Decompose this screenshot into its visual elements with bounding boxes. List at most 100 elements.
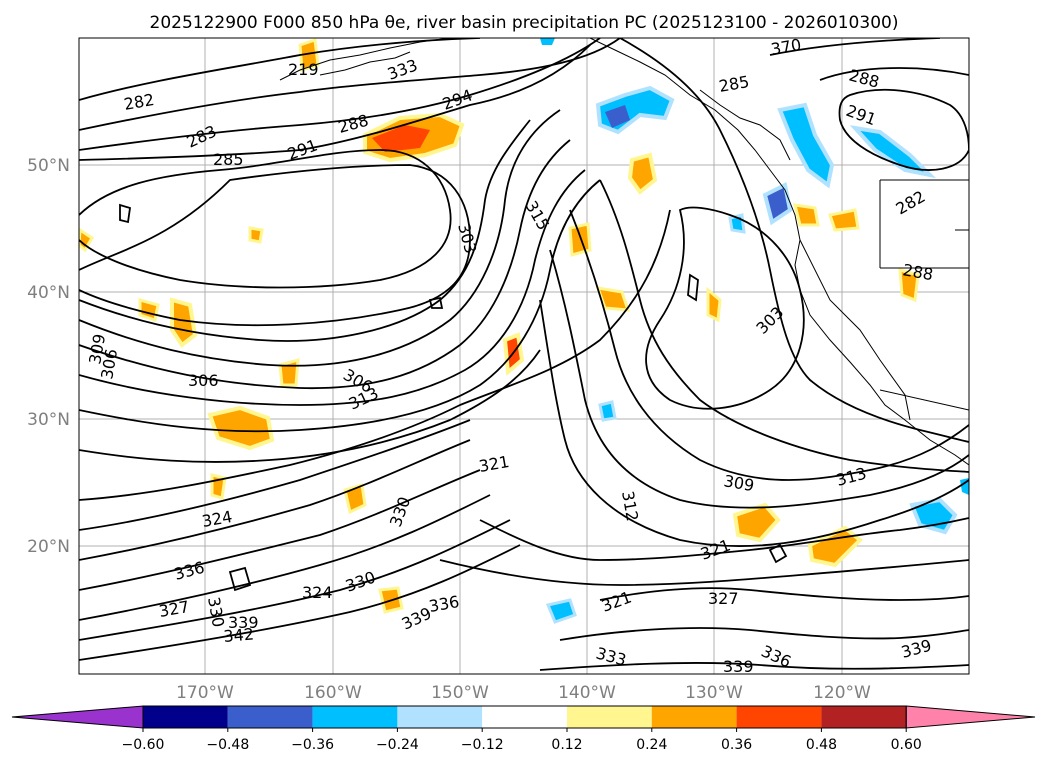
contour-line [619,38,969,443]
colorbar-segment [397,706,483,728]
strong-positive-anomaly-patch [372,125,430,152]
us-mexico-border [879,389,969,411]
contour-line [79,544,521,661]
contour-line [559,627,969,641]
contour-line [79,149,452,289]
contour-line [79,519,511,641]
map-panel: 219 282 283 285 288 291 294 303 315 285 … [27,35,970,703]
contour-line [79,169,586,406]
negative-anomaly-patch [545,598,577,624]
lon-label-150w: 150°W [431,683,489,703]
map-frame [78,37,970,675]
colorbar-tick-label: −0.12 [461,737,504,753]
positive-anomaly-patch [627,152,658,195]
positive-anomaly-patch [828,208,860,232]
colorbar-segment [736,706,822,728]
lon-label-160w: 160°W [304,683,362,703]
lon-label-140w: 140°W [558,683,616,703]
colorbar-segment [482,706,567,728]
contour-line [687,273,699,302]
contour-line [479,517,969,561]
contour-label: 285 [213,150,244,169]
contour-line [539,299,969,547]
contour-label: 219 [288,60,319,79]
contour-line [79,179,601,433]
contour-line [79,469,481,591]
alaska-peninsula [319,51,411,76]
lat-label-50n: 50°N [27,156,70,176]
positive-anomaly-patch [248,226,264,244]
contour-line [79,38,601,151]
colorbar-frame [142,705,907,729]
lat-label-30n: 30°N [27,410,70,430]
contour-label: 339 [723,657,754,676]
contour-line [79,139,571,390]
contour-line [79,164,471,327]
colorbar-tick-label: 0.12 [551,737,582,753]
contour-label: 342 [223,624,255,646]
contour-line [79,119,531,342]
precip-pc-shading [79,38,969,624]
positive-anomaly-patch [170,297,198,348]
colorbar-segment [143,706,228,728]
positive-anomaly-patch [138,298,160,322]
contour-line [119,203,132,224]
colorbar-segment [567,706,652,728]
contour-line [769,38,941,56]
contour-line [599,179,969,473]
negative-anomaly-patch [540,38,555,45]
contour-line [439,559,969,586]
theta-e-contours [79,38,969,671]
contour-line [79,109,561,367]
negative-anomaly-patch [849,125,937,179]
strong-negative-anomaly-patch [762,182,793,226]
contour-line [79,419,471,531]
figure-title: 2025122900 F000 850 hPa θe, river basin … [150,13,899,33]
colorbar-tick-label: −0.36 [291,737,334,753]
positive-anomaly-patch [706,286,722,323]
lon-label-170w: 170°W [176,683,234,703]
negative-anomaly-patch [777,102,835,189]
colorbar-tick-label: −0.60 [122,737,165,753]
contour-line [79,44,591,161]
colorbar-segment [227,706,313,728]
lat-label-20n: 20°N [27,537,70,557]
contour-line [838,88,969,171]
contour-label: 327 [708,589,739,608]
negative-anomaly-patch [598,400,617,422]
positive-anomaly-patch [298,38,320,72]
contour-label: 370 [769,35,802,59]
lon-label-130w: 130°W [685,683,743,703]
coastlines [279,38,969,466]
lat-label-40n: 40°N [27,283,70,303]
contour-line [428,296,444,309]
lon-label-120w: 120°W [813,683,871,703]
colorbar-tick-label: −0.24 [376,737,419,753]
baja-coast [799,239,911,421]
contour-line [79,209,671,501]
positive-anomaly-patch [343,483,367,515]
contour-line [645,206,805,410]
colorbar-tick-label: 0.60 [891,737,922,753]
contour-line [539,662,969,671]
positive-anomaly-patch [792,203,820,227]
colorbar-tick-label: 0.48 [806,737,837,753]
contour-line [79,439,471,561]
colorbar-segment [651,706,737,728]
positive-anomaly-patch [568,222,592,257]
positive-anomaly-patch [595,286,631,312]
colorbar-tick-label: 0.24 [636,737,667,753]
colorbar: −0.60 −0.48 −0.36 −0.24 −0.12 0.12 0.24 0.36 0.4… [11,705,1036,753]
positive-anomaly-patch [207,405,275,451]
contour-line [599,587,969,601]
colorbar-segment [312,706,398,728]
colorbar-tick-label: −0.48 [206,737,249,753]
colorbar-extension-high [905,705,1036,729]
contour-line [549,249,969,509]
positive-anomaly-patch [278,357,300,387]
contour-label: 306 [188,371,219,390]
contour-line [228,566,252,592]
alaska-coast [279,38,451,81]
contour-label: 339 [228,613,259,632]
